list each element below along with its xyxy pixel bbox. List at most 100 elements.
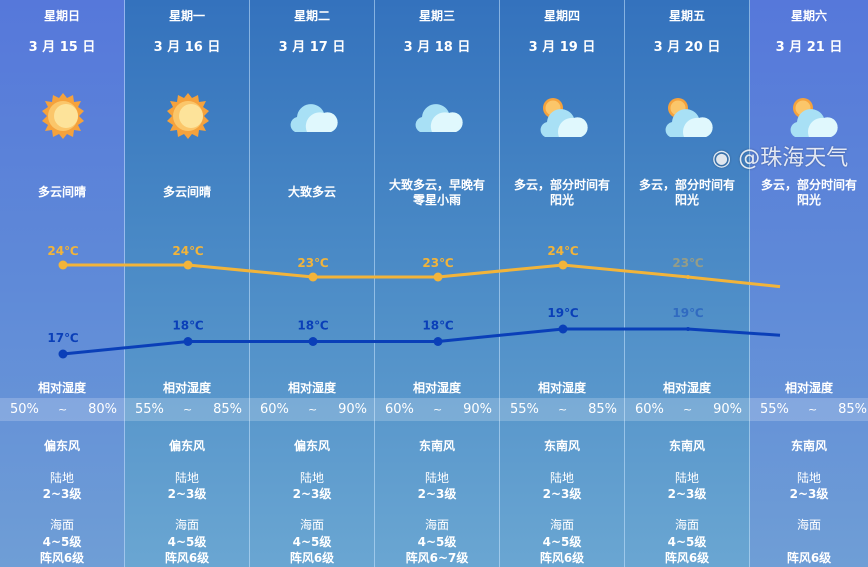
weekday: 星期二 xyxy=(293,9,330,23)
sea-wind-level: 4~5级 xyxy=(417,535,457,549)
humidity-min: 60% xyxy=(260,402,289,417)
sea-label: 海面 xyxy=(796,518,821,532)
weather-desc-line: 多云，部分时间有 xyxy=(638,178,735,192)
humidity-min: 55% xyxy=(510,402,539,417)
humidity-min: 60% xyxy=(385,402,414,417)
cloud-icon xyxy=(287,92,339,140)
humidity-label: 相对湿度 xyxy=(412,381,461,395)
watermark: ◉ @珠海天气 xyxy=(712,146,848,172)
wind-direction: 东南风 xyxy=(790,439,827,453)
sea-label: 海面 xyxy=(174,518,199,532)
humidity-range: 55% ~85% xyxy=(500,398,625,421)
gust-level: 阵风6级 xyxy=(39,551,85,565)
weather-desc-line: 多云，部分时间有 xyxy=(760,178,857,192)
humidity-label: 相对湿度 xyxy=(287,381,336,395)
land-label: 陆地 xyxy=(796,471,821,485)
wind-direction: 偏东风 xyxy=(43,439,80,453)
wind-direction: 偏东风 xyxy=(293,439,330,453)
date: 3 月 16 日 xyxy=(153,40,221,55)
sun-icon xyxy=(37,92,89,140)
day-column: 星期三 3 月 18 日 大致多云，早晚有 零星小雨 相对湿度 东南风 陆地 2~… xyxy=(375,0,500,567)
day-column: 星期一 3 月 16 日 多云间晴 相对湿度 偏东风 陆地 2~3级 海面 4~5… xyxy=(125,0,250,567)
humidity-range: 60% ~90% xyxy=(625,398,750,421)
land-wind-level: 2~3级 xyxy=(42,487,82,501)
weather-desc-line: 阳光 xyxy=(796,193,821,207)
weekday: 星期六 xyxy=(790,9,827,23)
date: 3 月 19 日 xyxy=(528,40,596,55)
wind-direction: 偏东风 xyxy=(168,439,205,453)
weekday: 星期四 xyxy=(543,9,580,23)
sun-cloud-icon xyxy=(537,92,589,140)
humidity-min: 55% xyxy=(135,402,164,417)
tilde: ~ xyxy=(433,403,443,416)
sea-wind-level: 4~5级 xyxy=(42,535,82,549)
tilde: ~ xyxy=(683,403,693,416)
land-wind-level: 2~3级 xyxy=(292,487,332,501)
humidity-max: 90% xyxy=(338,402,367,417)
humidity-min: 55% xyxy=(760,402,789,417)
sun-cloud-icon xyxy=(662,92,714,140)
cloud-icon xyxy=(412,92,464,140)
day-column: 星期二 3 月 17 日 大致多云 相对湿度 偏东风 陆地 2~3级 海面 4~5… xyxy=(250,0,375,567)
humidity-min: 60% xyxy=(635,402,664,417)
weather-desc-line: 多云间晴 xyxy=(37,185,86,199)
land-wind-level: 2~3级 xyxy=(167,487,207,501)
humidity-band xyxy=(0,398,868,421)
tilde: ~ xyxy=(558,403,568,416)
humidity-label: 相对湿度 xyxy=(37,381,86,395)
wind-direction: 东南风 xyxy=(418,439,455,453)
day-column: 星期日 3 月 15 日 多云间晴 相对湿度 偏东风 陆地 2~3级 海面 4~5… xyxy=(0,0,125,567)
day-column: 星期六 3 月 21 日 多云，部分时间有 阳光 相对湿度 东南风 陆地 2~3级… xyxy=(750,0,868,567)
land-label: 陆地 xyxy=(549,471,574,485)
weather-desc: 多云间晴 xyxy=(0,185,124,200)
weather-desc: 多云，部分时间有 阳光 xyxy=(500,178,624,208)
sea-label: 海面 xyxy=(549,518,574,532)
sea-label: 海面 xyxy=(674,518,699,532)
humidity-label: 相对湿度 xyxy=(784,381,833,395)
gust-level: 阵风6级 xyxy=(164,551,210,565)
watermark-text: @珠海天气 xyxy=(738,146,849,171)
weather-desc-line: 零星小雨 xyxy=(412,193,461,207)
tilde: ~ xyxy=(58,403,68,416)
weekday: 星期三 xyxy=(418,9,455,23)
land-label: 陆地 xyxy=(174,471,199,485)
date: 3 月 18 日 xyxy=(403,40,471,55)
humidity-label: 相对湿度 xyxy=(537,381,586,395)
sun-cloud-icon xyxy=(787,92,839,140)
humidity-max: 85% xyxy=(588,402,617,417)
land-label: 陆地 xyxy=(299,471,324,485)
gust-level: 阵风6级 xyxy=(539,551,585,565)
weibo-icon: ◉ xyxy=(712,146,739,171)
humidity-max: 85% xyxy=(213,402,242,417)
weather-desc: 多云，部分时间有 阳光 xyxy=(750,178,868,208)
land-label: 陆地 xyxy=(49,471,74,485)
date: 3 月 17 日 xyxy=(278,40,346,55)
day-column: 星期五 3 月 20 日 多云，部分时间有 阳光 相对湿度 东南风 陆地 2~3级… xyxy=(625,0,750,567)
land-wind-level: 2~3级 xyxy=(417,487,457,501)
tilde: ~ xyxy=(808,403,818,416)
humidity-label: 相对湿度 xyxy=(162,381,211,395)
wind-direction: 东南风 xyxy=(668,439,705,453)
land-label: 陆地 xyxy=(424,471,449,485)
humidity-max: 90% xyxy=(463,402,492,417)
humidity-max: 85% xyxy=(838,402,867,417)
sea-wind-level: 4~5级 xyxy=(667,535,707,549)
land-wind-level: 2~3级 xyxy=(542,487,582,501)
humidity-range: 55% ~85% xyxy=(125,398,250,421)
weather-desc-line: 多云间晴 xyxy=(162,185,211,199)
humidity-range: 60% ~90% xyxy=(250,398,375,421)
land-label: 陆地 xyxy=(674,471,699,485)
weekday: 星期五 xyxy=(668,9,705,23)
gust-level: 阵风6~7级 xyxy=(405,551,469,565)
weekday: 星期一 xyxy=(168,9,205,23)
sea-label: 海面 xyxy=(424,518,449,532)
weather-desc: 多云间晴 xyxy=(125,185,249,200)
land-wind-level: 2~3级 xyxy=(789,487,829,501)
wind-direction: 东南风 xyxy=(543,439,580,453)
date: 3 月 21 日 xyxy=(775,40,843,55)
sun-icon xyxy=(162,92,214,140)
weather-desc-line: 阳光 xyxy=(549,193,574,207)
humidity-max: 80% xyxy=(88,402,117,417)
date: 3 月 20 日 xyxy=(653,40,721,55)
weather-desc: 大致多云 xyxy=(250,185,374,200)
